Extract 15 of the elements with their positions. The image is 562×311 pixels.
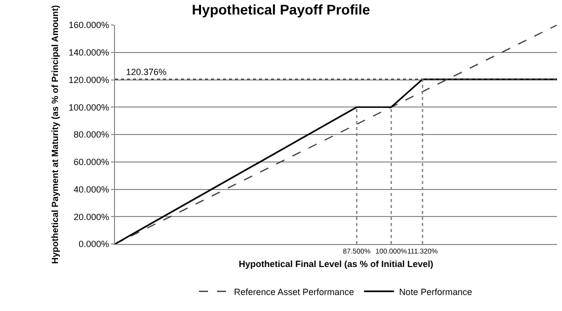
chart-title: Hypothetical Payoff Profile	[192, 1, 370, 18]
y-tick-label: 100.000%	[68, 102, 110, 112]
legend-label: Reference Asset Performance	[234, 286, 354, 297]
y-tick-label: 140.000%	[68, 48, 110, 58]
y-axis-title: Hypothetical Payment at Maturity (as % of Principal Amount)	[50, 5, 60, 264]
x-axis-title: Hypothetical Final Level (as % of Initial Level)	[238, 259, 434, 270]
y-tick-label: 60.000%	[74, 157, 110, 168]
y-tick-label: 160.000%	[68, 20, 110, 30]
y-tick-label: 40.000%	[74, 184, 110, 194]
y-tick-label: 20.000%	[74, 212, 110, 222]
legend-label: Note Performance	[399, 286, 472, 297]
y-tick-label: 80.000%	[74, 130, 110, 140]
ref-line-label: 120.376%	[126, 67, 167, 77]
y-tick-label: 0.000%	[78, 239, 110, 250]
y-tick-label: 120.000%	[68, 74, 110, 85]
